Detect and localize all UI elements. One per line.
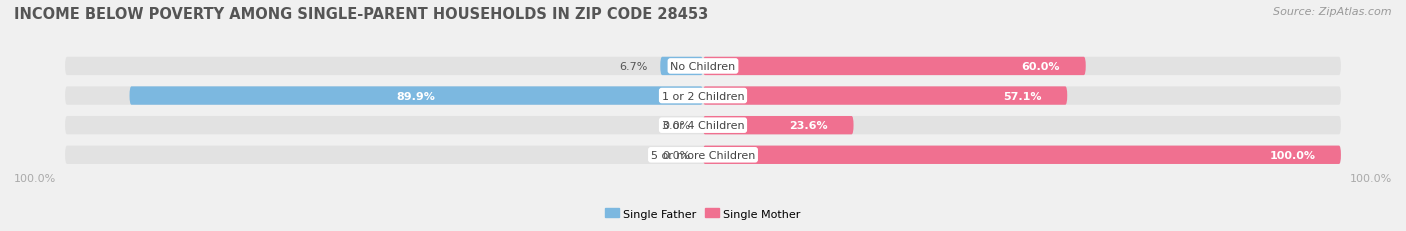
FancyBboxPatch shape	[703, 146, 1341, 164]
Text: 100.0%: 100.0%	[14, 173, 56, 183]
Text: 0.0%: 0.0%	[662, 121, 690, 131]
Text: 57.1%: 57.1%	[1004, 91, 1042, 101]
Text: 100.0%: 100.0%	[1350, 173, 1392, 183]
Text: 5 or more Children: 5 or more Children	[651, 150, 755, 160]
Legend: Single Father, Single Mother: Single Father, Single Mother	[600, 204, 806, 223]
Text: 3 or 4 Children: 3 or 4 Children	[662, 121, 744, 131]
Text: 100.0%: 100.0%	[1270, 150, 1316, 160]
Text: 6.7%: 6.7%	[619, 62, 648, 72]
FancyBboxPatch shape	[703, 58, 1085, 76]
FancyBboxPatch shape	[703, 116, 853, 135]
FancyBboxPatch shape	[65, 146, 1341, 164]
Text: 1 or 2 Children: 1 or 2 Children	[662, 91, 744, 101]
FancyBboxPatch shape	[703, 87, 1067, 105]
Text: 23.6%: 23.6%	[789, 121, 828, 131]
Text: Source: ZipAtlas.com: Source: ZipAtlas.com	[1274, 7, 1392, 17]
FancyBboxPatch shape	[65, 87, 1341, 105]
Text: INCOME BELOW POVERTY AMONG SINGLE-PARENT HOUSEHOLDS IN ZIP CODE 28453: INCOME BELOW POVERTY AMONG SINGLE-PARENT…	[14, 7, 709, 22]
FancyBboxPatch shape	[129, 87, 703, 105]
Text: No Children: No Children	[671, 62, 735, 72]
Text: 89.9%: 89.9%	[396, 91, 436, 101]
FancyBboxPatch shape	[661, 58, 703, 76]
Text: 60.0%: 60.0%	[1022, 62, 1060, 72]
Text: 0.0%: 0.0%	[662, 150, 690, 160]
FancyBboxPatch shape	[65, 58, 1341, 76]
FancyBboxPatch shape	[65, 116, 1341, 135]
